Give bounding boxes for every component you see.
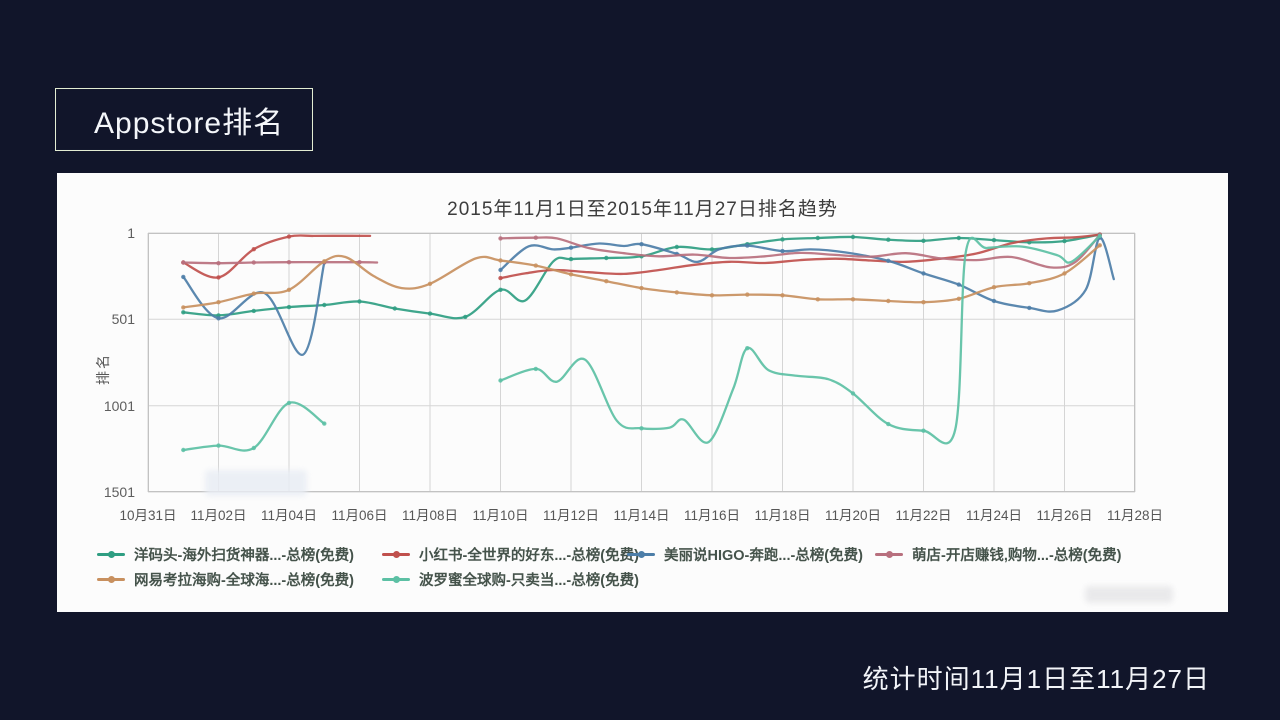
legend-line-marker-icon (627, 551, 655, 558)
legend-line-marker-icon (97, 576, 125, 583)
x-tick-label: 11月06日 (331, 508, 388, 523)
x-tick-label: 11月24日 (965, 508, 1023, 523)
x-tick-label: 11月16日 (683, 508, 741, 523)
x-tick-label: 10月31日 (119, 508, 177, 523)
slide-title: Appstore排名 (94, 106, 285, 140)
legend-label: 网易考拉海购-全球海...-总榜(免费) (134, 573, 354, 589)
chart-title: 2015年11月1日至2015年11月27日排名趋势 (447, 199, 838, 220)
x-tick-label: 11月26日 (1036, 508, 1093, 523)
legend-label: 美丽说HIGO-奔跑...-总榜(免费) (664, 548, 863, 564)
legend-item: 小红书-全世界的好东...-总榜(免费) (382, 542, 639, 567)
plot-area (147, 232, 1136, 493)
x-tick-label: 11月02日 (190, 508, 247, 523)
y-axis-label: 排名 (95, 353, 111, 385)
legend-label: 萌店-开店赚钱,购物...-总榜(免费) (912, 548, 1122, 564)
x-tick-label: 11月14日 (613, 508, 670, 523)
legend-line-marker-icon (97, 551, 125, 558)
x-tick-label: 11月18日 (754, 508, 811, 523)
legend-label: 波罗蜜全球购-只卖当...-总榜(免费) (419, 573, 639, 589)
x-tick-label: 11月04日 (260, 508, 318, 523)
legend-item: 波罗蜜全球购-只卖当...-总榜(免费) (382, 567, 639, 592)
blurred-watermark (1085, 586, 1173, 603)
x-tick-label: 11月10日 (472, 508, 529, 523)
chart-legend: 洋码头-海外扫货神器...-总榜(免费) 小红书-全世界的好东...-总榜(免费… (97, 542, 1182, 592)
blurred-watermark (205, 470, 307, 496)
legend-line-marker-icon (875, 551, 903, 558)
legend-item: 萌店-开店赚钱,购物...-总榜(免费) (875, 542, 1121, 567)
legend-line-marker-icon (382, 551, 410, 558)
legend-item: 洋码头-海外扫货神器...-总榜(免费) (97, 542, 382, 567)
y-tick-label: 501 (111, 311, 135, 328)
x-tick-label: 11月12日 (542, 508, 600, 523)
x-tick-label: 11月08日 (401, 508, 459, 523)
x-tick-label: 11月20日 (824, 508, 882, 523)
x-tick-label: 11月28日 (1106, 508, 1164, 523)
footer-caption: 统计时间11月1日至11月27日 (862, 664, 1210, 694)
ranking-trend-chart (147, 232, 1136, 493)
legend-label: 小红书-全世界的好东...-总榜(免费) (419, 548, 639, 564)
x-tick-label: 11月22日 (895, 508, 952, 523)
chart-panel: 2015年11月1日至2015年11月27日排名趋势 排名 1 501 1001 15… (57, 173, 1228, 612)
legend-item: 网易考拉海购-全球海...-总榜(免费) (97, 567, 382, 592)
legend-item: 美丽说HIGO-奔跑...-总榜(免费) (627, 542, 875, 567)
legend-label: 洋码头-海外扫货神器...-总榜(免费) (134, 548, 354, 564)
y-tick-label: 1501 (103, 484, 135, 500)
slide-title-box: Appstore排名 (55, 88, 313, 151)
y-tick-label: 1 (127, 225, 135, 241)
legend-line-marker-icon (382, 576, 410, 583)
y-tick-label: 1001 (103, 397, 135, 414)
